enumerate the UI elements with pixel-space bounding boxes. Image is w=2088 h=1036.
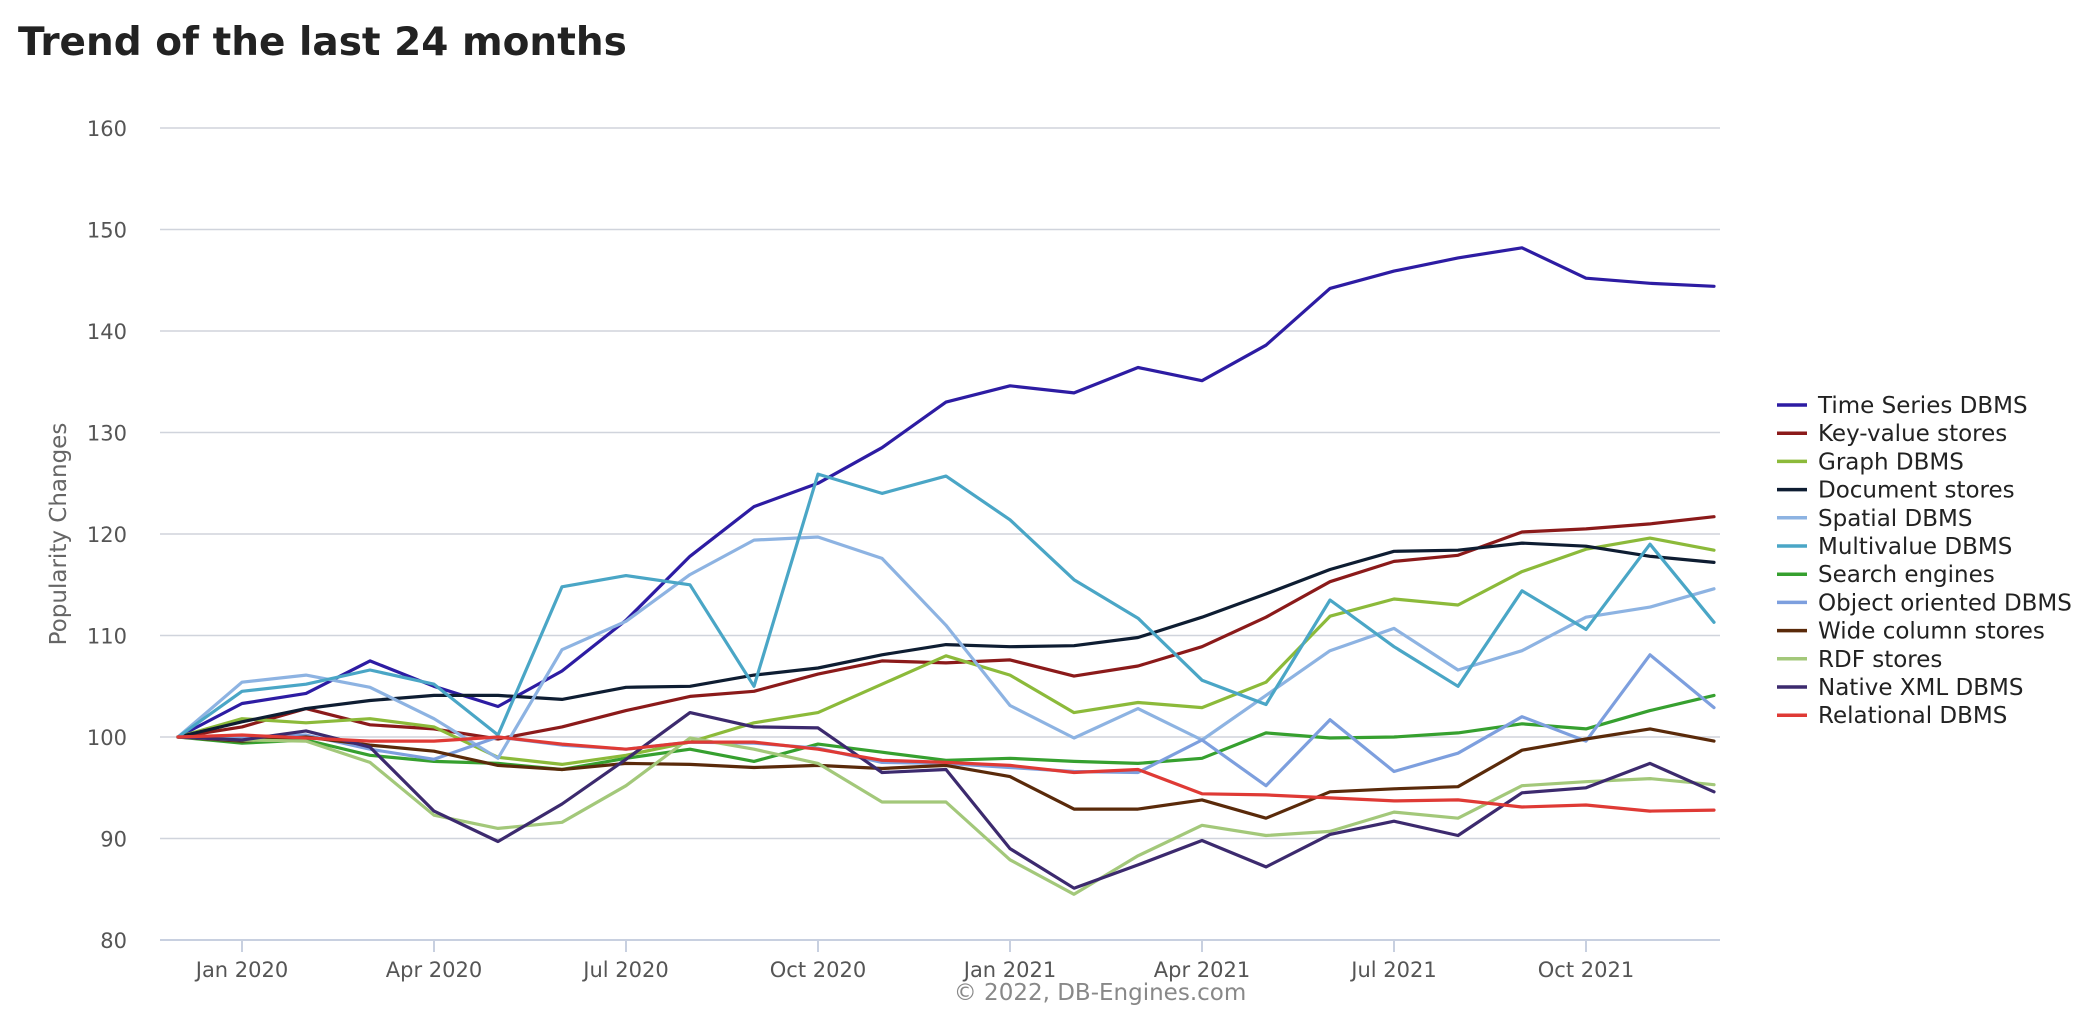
x-tick-label: Jul 2020 [581, 958, 668, 982]
legend-label: RDF stores [1818, 647, 1942, 673]
series-line[interactable] [176, 727, 1716, 820]
y-tick-label: 130 [87, 422, 127, 446]
legend-item[interactable]: Object oriented DBMS [1777, 590, 2072, 616]
series-line[interactable] [176, 541, 1716, 739]
legend-label: Graph DBMS [1818, 449, 1964, 475]
y-tick-label: 110 [87, 625, 127, 649]
legend-label: Object oriented DBMS [1818, 590, 2072, 616]
series-line[interactable] [176, 733, 1716, 813]
legend-label: Spatial DBMS [1818, 506, 1972, 532]
series-line[interactable] [176, 246, 1716, 739]
series-line[interactable] [176, 710, 1716, 890]
legend-item[interactable]: Time Series DBMS [1777, 393, 2028, 419]
x-tick-label: Jul 2021 [1349, 958, 1436, 982]
y-tick-label: 120 [87, 523, 127, 547]
series-line[interactable] [176, 472, 1716, 739]
series-line[interactable] [176, 735, 1716, 896]
chart-credit: © 2022, DB-Engines.com [954, 980, 1247, 1006]
y-tick-label: 140 [87, 320, 127, 344]
legend-label: Multivalue DBMS [1818, 534, 2012, 560]
axes: 80 90 100 110 120 130 140 150 160 Jan 2020 Apr 202… [46, 117, 1720, 982]
legend-item[interactable]: Key-value stores [1777, 421, 2007, 447]
legend-item[interactable]: RDF stores [1777, 647, 1942, 673]
legend-item[interactable]: Multivalue DBMS [1777, 534, 2012, 560]
series-line[interactable] [176, 535, 1716, 760]
x-tick-label: Jan 2021 [962, 958, 1057, 982]
y-tick-label: 160 [87, 117, 127, 141]
x-tick-label: Apr 2020 [386, 958, 482, 982]
series-lines [176, 246, 1716, 896]
legend-item[interactable]: Search engines [1777, 562, 1995, 588]
legend-item[interactable]: Wide column stores [1777, 619, 2045, 645]
legend-item[interactable]: Native XML DBMS [1777, 675, 2023, 701]
y-tick-label: 150 [87, 219, 127, 243]
series-line[interactable] [176, 515, 1716, 741]
legend-label: Search engines [1818, 562, 1995, 588]
x-tick-label: Oct 2021 [1538, 958, 1634, 982]
y-tick-label: 100 [87, 726, 127, 750]
y-axis-title: Popularity Changes [46, 423, 72, 646]
legend-label: Document stores [1818, 478, 2015, 504]
legend-label: Relational DBMS [1818, 703, 2007, 729]
y-tick-label: 80 [100, 929, 127, 953]
legend-item[interactable]: Graph DBMS [1777, 449, 1964, 475]
series-line[interactable] [176, 536, 1716, 767]
legend-label: Native XML DBMS [1818, 675, 2023, 701]
series-line[interactable] [176, 693, 1716, 772]
legend-item[interactable]: Document stores [1777, 478, 2015, 504]
y-tick-label: 90 [100, 828, 127, 852]
x-tick-label: Jan 2020 [194, 958, 289, 982]
legend-label: Wide column stores [1818, 619, 2045, 645]
legend-label: Key-value stores [1818, 421, 2007, 447]
legend-item[interactable]: Relational DBMS [1777, 703, 2007, 729]
page-title: Trend of the last 24 months [18, 20, 627, 65]
x-tick-label: Apr 2021 [1154, 958, 1250, 982]
legend-item[interactable]: Spatial DBMS [1777, 506, 1972, 532]
legend-label: Time Series DBMS [1817, 393, 2028, 419]
x-tick-label: Oct 2020 [770, 958, 866, 982]
